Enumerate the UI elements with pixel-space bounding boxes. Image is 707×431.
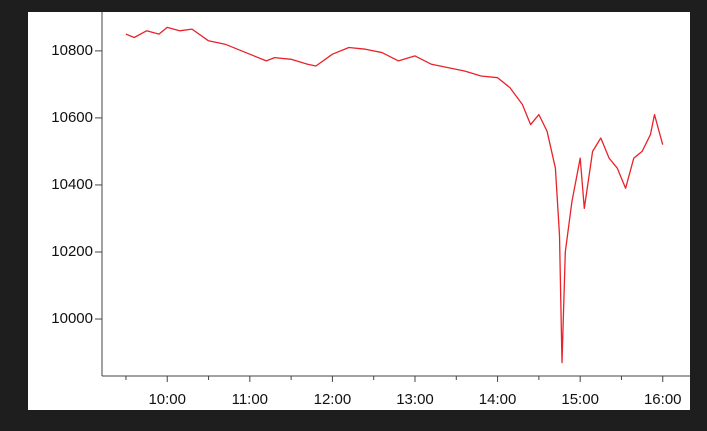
x-tick-label: 12:00 bbox=[314, 391, 352, 408]
x-tick-label: 13:00 bbox=[396, 391, 434, 408]
price-line bbox=[125, 26, 664, 364]
y-tick-label: 10200 bbox=[51, 243, 93, 260]
x-tick-label: 15:00 bbox=[561, 391, 599, 408]
x-tick-label: 11:00 bbox=[232, 391, 268, 408]
x-tick-label: 10:00 bbox=[148, 391, 186, 408]
y-tick-label: 10400 bbox=[51, 176, 93, 193]
y-tick-label: 10000 bbox=[51, 310, 93, 327]
x-tick-label: 16:00 bbox=[644, 391, 682, 408]
y-tick-label: 10800 bbox=[51, 42, 93, 59]
x-tick-label: 14:00 bbox=[479, 391, 517, 408]
plot-panel bbox=[28, 12, 690, 410]
y-tick-label: 10600 bbox=[51, 109, 93, 126]
